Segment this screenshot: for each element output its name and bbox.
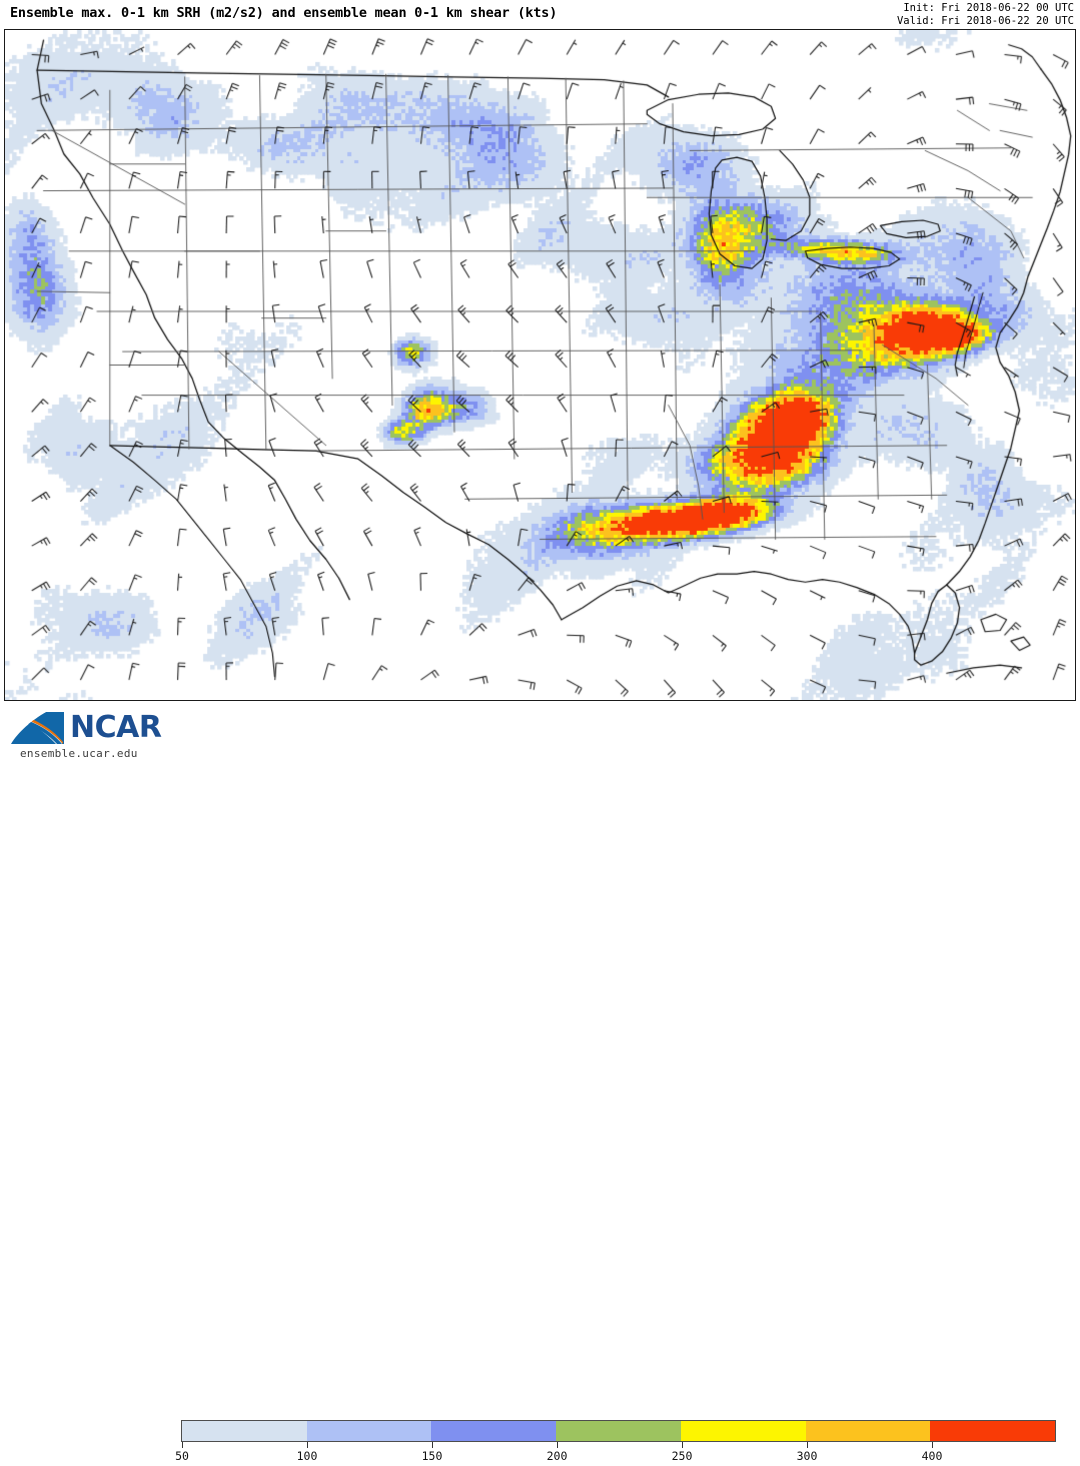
ncar-logo-mark [8, 712, 64, 744]
colorbar-tick-label: 100 [296, 1449, 318, 1463]
colorbar-tick-mark [182, 1442, 183, 1448]
colorbar-band-50-100 [182, 1421, 307, 1441]
colorbar[interactable]: 50 100 150 200 250 300 400 [175, 1420, 1056, 1466]
colorbar-tick-label: 400 [921, 1449, 943, 1463]
init-time-label: Init: Fri 2018-06-22 00 UTC [903, 2, 1074, 14]
colorbar-band-300-400 [805, 1421, 931, 1441]
colorbar-band-100-150 [306, 1421, 432, 1441]
chart-footer: NCAR ensemble.ucar.edu 50 100 150 200 250 300… [0, 704, 1080, 1463]
colorbar-band-250-300 [680, 1421, 806, 1441]
colorbar-bands[interactable] [181, 1420, 1056, 1442]
colorbar-tick-label: 300 [796, 1449, 818, 1463]
colorbar-tick-label: 200 [546, 1449, 568, 1463]
srh-shear-map[interactable] [5, 30, 1075, 700]
valid-time-label: Valid: Fri 2018-06-22 20 UTC [896, 14, 1074, 27]
chart-header: Ensemble max. 0-1 km SRH (m2/s2) and ens… [0, 0, 1080, 30]
colorbar-tick-mark [432, 1442, 433, 1448]
colorbar-tick-mark [932, 1442, 933, 1448]
colorbar-tick-mark [557, 1442, 558, 1448]
map-panel[interactable] [4, 29, 1076, 701]
colorbar-band-200-250 [556, 1421, 681, 1441]
colorbar-tick-mark [682, 1442, 683, 1448]
colorbar-tick-mark [807, 1442, 808, 1448]
forecast-timestamps: Init: Fri 2018-06-22 00 UTC Valid: Fri 2… [897, 2, 1074, 27]
colorbar-band-150-200 [431, 1421, 557, 1441]
ncar-wordmark: NCAR [70, 710, 162, 745]
ncar-logo: NCAR ensemble.ucar.edu [6, 710, 171, 762]
colorbar-ticks: 50 100 150 200 250 300 400 [175, 1442, 1056, 1466]
colorbar-tick-label: 50 [175, 1449, 189, 1463]
colorbar-tick-label: 150 [421, 1449, 443, 1463]
colorbar-band-400+ [930, 1421, 1055, 1441]
page-title: Ensemble max. 0-1 km SRH (m2/s2) and ens… [10, 5, 558, 21]
colorbar-tick-mark [307, 1442, 308, 1448]
colorbar-tick-label: 250 [671, 1449, 693, 1463]
ncar-url-label: ensemble.ucar.edu [20, 747, 138, 760]
